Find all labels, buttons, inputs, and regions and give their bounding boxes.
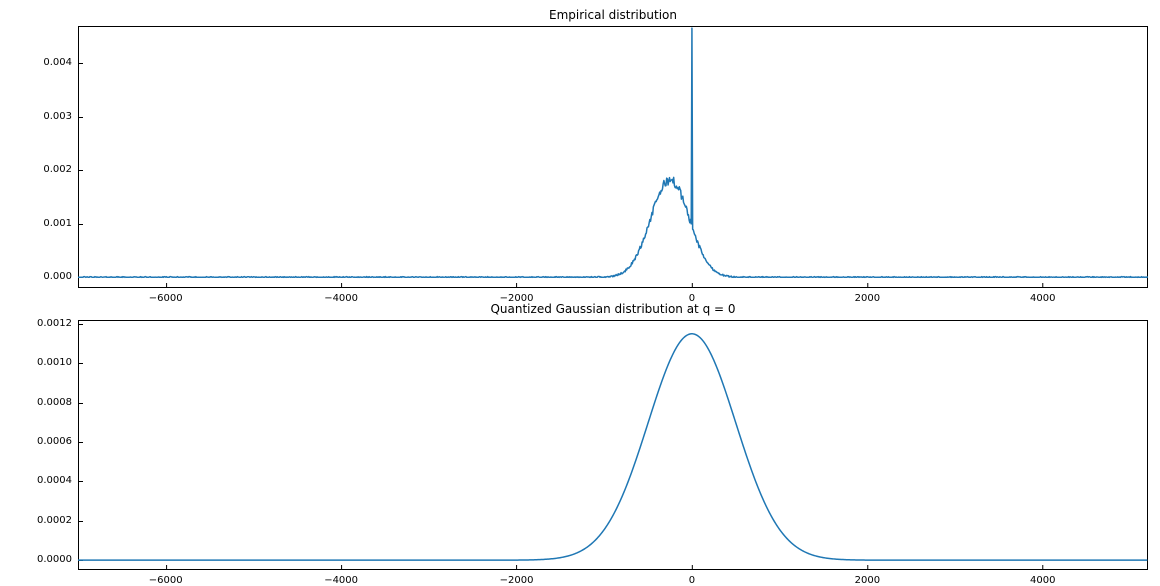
empirical-plot-line — [78, 28, 1148, 277]
gaussian-plot-ytick: 0.0010 — [37, 358, 78, 368]
empirical-plot-svg — [78, 26, 1148, 288]
empirical-plot-ytick: 0.002 — [43, 165, 78, 175]
gaussian-plot-ytick: 0.0004 — [37, 476, 78, 486]
empirical-plot-title: Empirical distribution — [78, 8, 1148, 22]
empirical-plot-ytick: 0.000 — [43, 272, 78, 282]
gaussian-plot-ytick: 0.0012 — [37, 319, 78, 329]
empirical-plot-ytick: 0.003 — [43, 112, 78, 122]
gaussian-plot-ytick: 0.0006 — [37, 437, 78, 447]
gaussian-plot-line — [78, 334, 1147, 560]
gaussian-plot-svg — [78, 320, 1148, 570]
empirical-plot-ytick: 0.004 — [43, 58, 78, 68]
gaussian-plot: Quantized Gaussian distribution at q = 0… — [78, 320, 1148, 570]
empirical-plot: Empirical distribution0.0000.0010.0020.0… — [78, 26, 1148, 288]
empirical-plot-ytick: 0.001 — [43, 219, 78, 229]
gaussian-plot-ytick: 0.0000 — [37, 555, 78, 565]
gaussian-plot-title: Quantized Gaussian distribution at q = 0 — [78, 302, 1148, 316]
gaussian-plot-ytick: 0.0008 — [37, 398, 78, 408]
gaussian-plot-ytick: 0.0002 — [37, 516, 78, 526]
